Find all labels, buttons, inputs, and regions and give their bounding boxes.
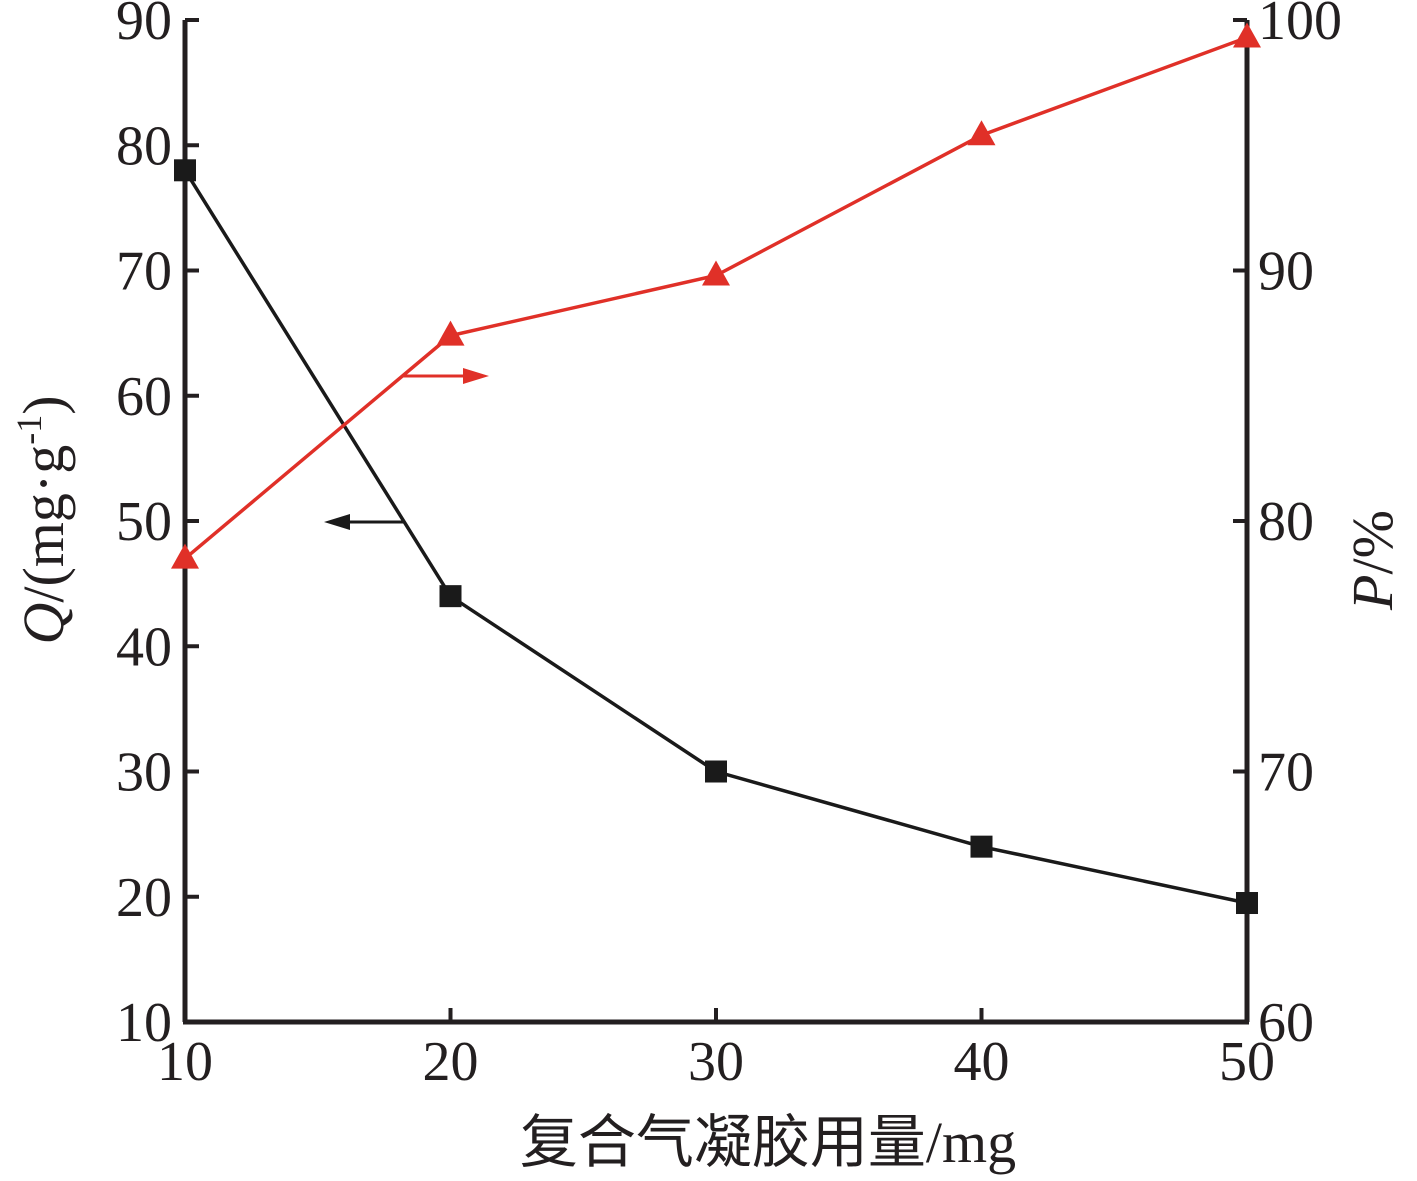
y-right-title-variable: P [1340, 575, 1405, 611]
x-axis-title: 复合气凝胶用量/mg [520, 1110, 1016, 1175]
p-series-line [183, 35, 1248, 560]
y-left-tick-label: 30 [116, 742, 172, 804]
y-left-title-variable: Q [11, 603, 76, 645]
y-left-tick-label: 50 [116, 491, 172, 553]
annotations [324, 368, 489, 530]
right-axis-arrow-head [463, 368, 489, 384]
x-tick-label: 20 [423, 1031, 479, 1093]
series [171, 22, 1261, 915]
y-axis-right-title: P/% [1340, 510, 1405, 611]
p-data-point [436, 320, 465, 346]
y-right-tick-label: 70 [1258, 742, 1314, 804]
y-right-tick-label: 90 [1258, 241, 1314, 303]
y-left-title-close: ) [11, 395, 76, 414]
left-axis-arrow-head [324, 514, 350, 530]
p-data-point [702, 260, 730, 286]
y-left-tick-label: 10 [116, 992, 172, 1054]
y-left-tick-label: 80 [116, 115, 172, 177]
p-data-point [967, 120, 996, 146]
x-tick-label: 40 [954, 1031, 1010, 1093]
x-tick-label: 10 [157, 1031, 213, 1093]
y-right-title-unit: /% [1340, 510, 1405, 574]
y-right-tick-label: 80 [1258, 491, 1314, 553]
y-right-tick-label: 100 [1258, 0, 1342, 52]
p-data-point [1233, 22, 1261, 48]
x-tick-label: 30 [688, 1031, 744, 1093]
q-data-point [439, 585, 462, 608]
y-right-tick-label: 60 [1258, 992, 1314, 1054]
y-left-tick-label: 70 [116, 241, 172, 303]
x-tick-label: 50 [1219, 1031, 1275, 1093]
y-left-tick-label: 90 [116, 0, 172, 52]
q-data-point [705, 760, 727, 783]
p-data-point [171, 543, 199, 569]
svg-text:Q/(mg·g-1): Q/(mg·g-1) [9, 395, 76, 644]
svg-text:P/%: P/% [1340, 510, 1405, 611]
y-left-title-superscript: -1 [9, 415, 49, 445]
y-left-tick-label: 20 [116, 867, 172, 929]
y-left-title-unit: /(mg·g [11, 445, 76, 603]
y-left-tick-label: 40 [116, 616, 172, 678]
q-data-point [970, 835, 993, 858]
q-data-point [1236, 892, 1258, 915]
q-data-point [174, 159, 196, 182]
y-axis-left-title: Q/(mg·g-1) [9, 395, 76, 644]
y-left-tick-label: 60 [116, 366, 172, 428]
